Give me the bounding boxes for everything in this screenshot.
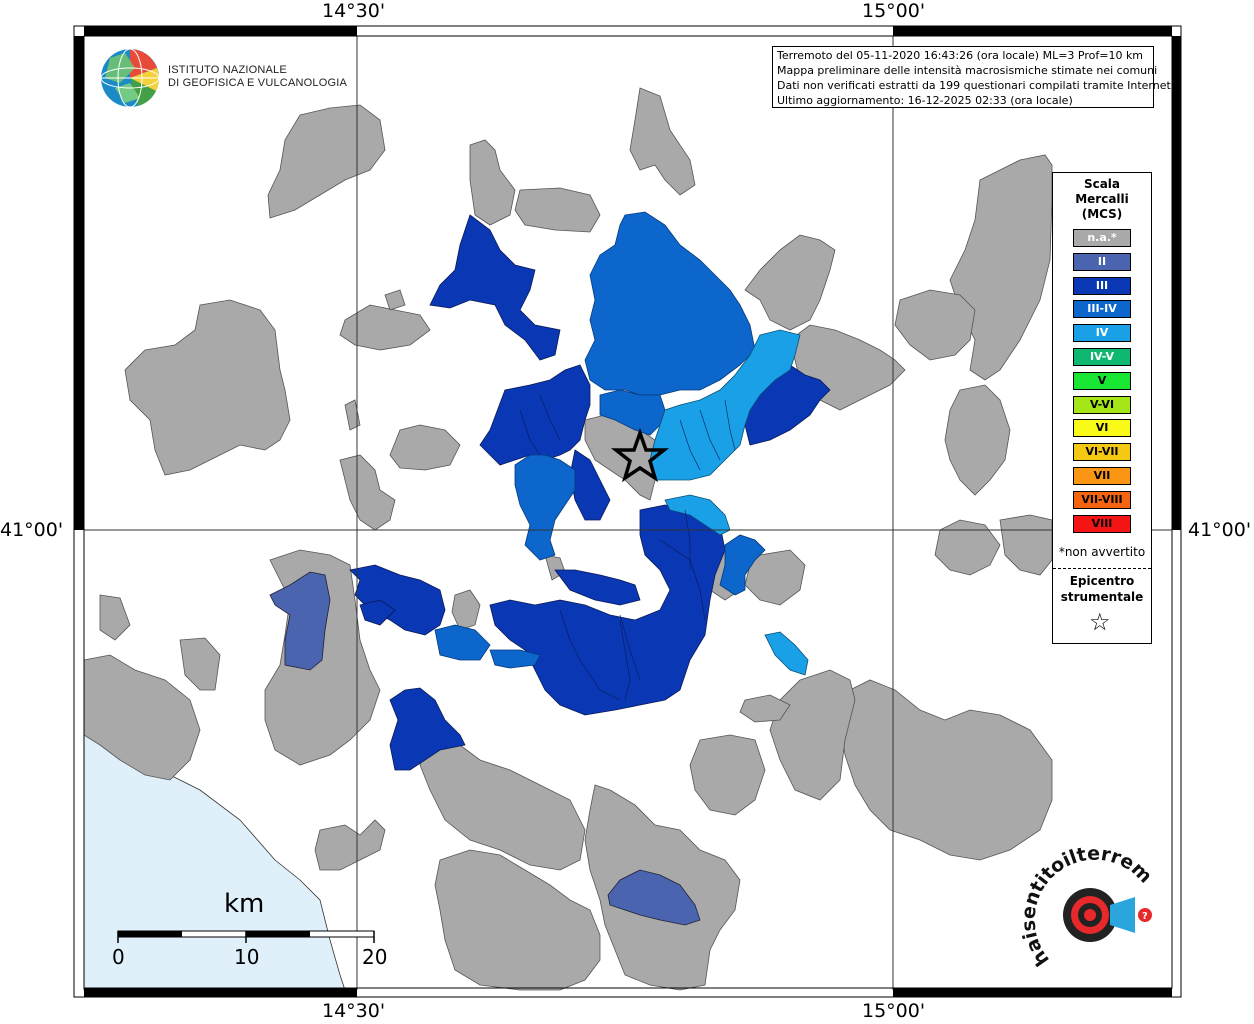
scale-unit: km (224, 889, 265, 919)
legend-note: *non avvertito (1058, 545, 1146, 559)
right-latitude: 41°00' (1188, 519, 1252, 541)
legend-item-iii-iv: III-IV (1073, 300, 1131, 319)
graticule (84, 36, 1172, 990)
scale-tick-20: 20 (362, 945, 388, 969)
legend-item-v: V (1073, 371, 1131, 390)
legend-item-iv-v: IV-V (1073, 348, 1131, 366)
scale-tick-10: 10 (234, 945, 260, 969)
mcs-legend: Scala Mercalli (MCS) n.a.* II III III-IV IV I… (1052, 172, 1152, 644)
municipalities-iii (349, 214, 831, 771)
scale-tick-0: 0 (112, 945, 125, 969)
legend-item-n-a: n.a.* (1073, 229, 1131, 247)
legend-title: Scala Mercalli (MCS) (1053, 177, 1151, 222)
municipalities-ii (269, 571, 701, 926)
hsit-logo: ? (1063, 888, 1152, 942)
legend-item-iii: III (1073, 276, 1131, 295)
scale-bar (117, 930, 375, 943)
legend-item-ii: II (1073, 252, 1131, 271)
legend-item-viii: VIII (1073, 514, 1131, 533)
legend-epi-line1: Epicentro (1069, 574, 1135, 588)
legend-epi-line2: strumentale (1060, 590, 1144, 604)
legend-item-vi: VI (1073, 419, 1131, 438)
legend-item-vii: VII (1073, 467, 1131, 485)
event-info-box: Terremoto del 05-11-2020 16:43:26 (ora l… (772, 46, 1175, 108)
svg-text:?: ? (1142, 911, 1148, 922)
legend-item-v-vi: V-VI (1073, 395, 1131, 414)
event-info-line4: Ultimo aggiornamento: 16-12-2025 02:33 (… (777, 94, 1073, 107)
legend-title-line1: Scala (1083, 177, 1121, 191)
ingv-name: ISTITUTO NAZIONALE DI GEOFISICA E VULCAN… (168, 64, 347, 90)
ingv-name-line1: ISTITUTO NAZIONALE (168, 64, 287, 76)
event-info-line3: Dati non verificati estratti da 199 ques… (777, 79, 1175, 92)
legend-item-vii-viii: VII-VIII (1073, 490, 1131, 509)
left-latitude: 41°00' (0, 519, 64, 541)
legend-title-line3: (MCS) (1081, 207, 1123, 221)
legend-item-iv: IV (1073, 324, 1131, 343)
internal-boundaries (519, 394, 736, 701)
ingv-logo (100, 48, 160, 108)
top-left-longitude: 14°30' (322, 0, 386, 22)
legend-epicenter-label: Epicentro strumentale (1053, 573, 1151, 605)
bottom-right-longitude: 15°00' (862, 1000, 926, 1022)
epicenter-star (610, 427, 670, 483)
legend-title-line2: Mercalli (1075, 192, 1129, 206)
map-frame (73, 25, 1182, 998)
ingv-name-line2: DI GEOFISICA E VULCANOLOGIA (168, 77, 347, 89)
legend-item-vi-vii: VI-VII (1073, 443, 1131, 462)
event-info-line2: Mappa preliminare delle intensità macros… (777, 64, 1158, 77)
bottom-left-longitude: 14°30' (322, 1000, 386, 1022)
event-info-line1: Terremoto del 05-11-2020 16:43:26 (ora l… (777, 49, 1144, 62)
legend-divider (1053, 568, 1151, 569)
top-right-longitude: 15°00' (862, 0, 926, 22)
legend-star-icon: ☆ (1089, 608, 1111, 636)
